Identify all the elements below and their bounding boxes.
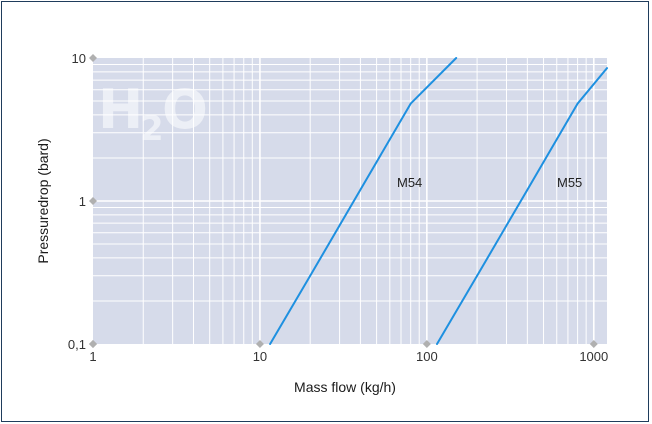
- watermark-h: H: [98, 78, 143, 141]
- y-tick-marker: [89, 197, 97, 205]
- y-tick-label: 10: [72, 51, 86, 66]
- x-tick-label: 1000: [579, 349, 608, 364]
- series-label-m54: M54: [397, 175, 422, 190]
- series-line-m55: [436, 67, 608, 345]
- y-tick-label: 0,1: [68, 337, 86, 352]
- axis-tick-markers: [89, 54, 598, 348]
- y-tick-marker: [89, 340, 97, 348]
- y-tick-label: 1: [79, 194, 86, 209]
- h2o-watermark: H2O: [98, 78, 208, 149]
- series-line-m54: [269, 57, 458, 345]
- series-label-m55: M55: [557, 175, 582, 190]
- y-axis-title: Pressuredrop (bard): [35, 138, 51, 263]
- x-tick-label: 1: [89, 349, 96, 364]
- x-tick-label: 100: [416, 349, 438, 364]
- y-tick-marker: [89, 54, 97, 62]
- x-tick-marker: [589, 340, 598, 348]
- watermark-o: O: [162, 78, 208, 141]
- x-tick-marker: [255, 340, 264, 348]
- x-axis-title: Mass flow (kg/h): [294, 379, 396, 395]
- x-tick-marker: [422, 340, 431, 348]
- watermark-sub: 2: [140, 109, 164, 149]
- x-tick-label: 10: [253, 349, 267, 364]
- series-lines: M54 M55: [269, 57, 608, 345]
